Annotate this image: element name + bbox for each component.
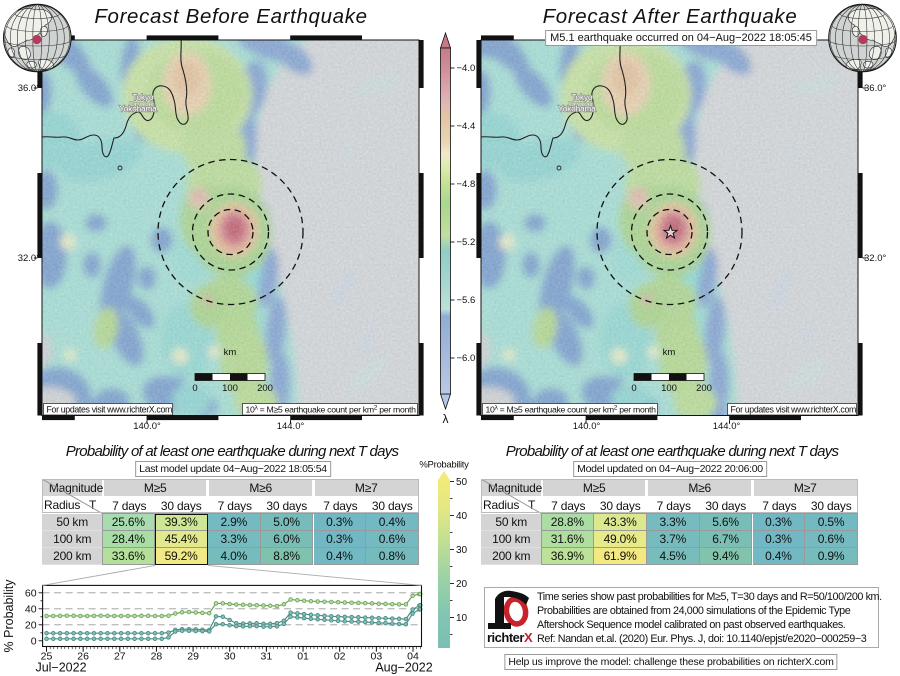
svg-text:03: 03 bbox=[371, 650, 383, 662]
svg-text:36.0°: 36.0° bbox=[864, 83, 886, 94]
svg-text:Kawasaki: Kawasaki bbox=[129, 103, 155, 109]
svg-text:01: 01 bbox=[297, 650, 309, 662]
svg-text:100: 100 bbox=[222, 383, 238, 394]
svg-text:Jul−2022: Jul−2022 bbox=[35, 661, 86, 675]
svg-text:31: 31 bbox=[261, 650, 273, 662]
svg-text:26: 26 bbox=[77, 650, 89, 662]
svg-text:50: 50 bbox=[456, 477, 468, 488]
svg-text:Kawasaki: Kawasaki bbox=[568, 103, 594, 109]
svg-text:10λ = M≥5 earthquake count per: 10λ = M≥5 earthquake count per km2 per m… bbox=[486, 405, 657, 415]
svg-text:140.0°: 140.0° bbox=[573, 421, 601, 432]
svg-text:32.0°: 32.0° bbox=[18, 253, 40, 264]
svg-text:km: km bbox=[224, 347, 237, 358]
svg-text:36.0°: 36.0° bbox=[18, 83, 40, 94]
svg-text:04: 04 bbox=[407, 650, 419, 662]
svg-text:−5.2: −5.2 bbox=[457, 237, 476, 248]
svg-text:25: 25 bbox=[41, 650, 53, 662]
svg-text:Tokyo: Tokyo bbox=[572, 93, 593, 102]
svg-text:−5.6: −5.6 bbox=[457, 295, 476, 306]
svg-text:−4.0: −4.0 bbox=[457, 63, 476, 74]
svg-text:Aug−2022: Aug−2022 bbox=[375, 661, 432, 675]
svg-text:−6.0: −6.0 bbox=[457, 353, 476, 364]
svg-text:200: 200 bbox=[696, 383, 712, 394]
svg-text:0: 0 bbox=[192, 383, 197, 394]
svg-text:−4.8: −4.8 bbox=[457, 179, 476, 190]
svg-text:λ: λ bbox=[443, 412, 449, 426]
svg-text:200: 200 bbox=[257, 383, 273, 394]
svg-text:144.0°: 144.0° bbox=[277, 421, 305, 432]
svg-text:20: 20 bbox=[25, 619, 37, 631]
svg-text:Yokohama: Yokohama bbox=[558, 105, 596, 114]
svg-text:100: 100 bbox=[661, 383, 677, 394]
svg-text:%Probability: %Probability bbox=[419, 460, 469, 471]
svg-text:40: 40 bbox=[25, 603, 37, 615]
svg-text:144.0°: 144.0° bbox=[713, 421, 741, 432]
svg-text:29: 29 bbox=[187, 650, 199, 662]
svg-text:0: 0 bbox=[631, 383, 636, 394]
svg-text:10λ = M≥5 earthquake count per: 10λ = M≥5 earthquake count per km2 per m… bbox=[246, 405, 417, 415]
svg-text:Tokyo: Tokyo bbox=[133, 93, 154, 102]
svg-text:For updates visit www.richterX: For updates visit www.richterX.com bbox=[731, 405, 856, 415]
svg-text:For updates visit www.richterX: For updates visit www.richterX.com bbox=[47, 405, 172, 415]
svg-text:20: 20 bbox=[456, 579, 468, 590]
svg-text:140.0°: 140.0° bbox=[133, 421, 161, 432]
svg-text:10: 10 bbox=[456, 613, 468, 624]
svg-text:28: 28 bbox=[151, 650, 163, 662]
svg-text:30: 30 bbox=[456, 545, 468, 556]
svg-text:% Probability: % Probability bbox=[2, 579, 16, 653]
svg-text:−4.4: −4.4 bbox=[457, 121, 476, 132]
svg-text:0: 0 bbox=[31, 635, 37, 647]
svg-text:60: 60 bbox=[25, 587, 37, 599]
svg-text:Yokohama: Yokohama bbox=[119, 105, 157, 114]
svg-text:40: 40 bbox=[456, 511, 468, 522]
svg-text:02: 02 bbox=[334, 650, 346, 662]
svg-text:32.0°: 32.0° bbox=[864, 253, 886, 264]
svg-text:27: 27 bbox=[114, 650, 126, 662]
svg-text:30: 30 bbox=[224, 650, 236, 662]
svg-text:km: km bbox=[663, 347, 676, 358]
